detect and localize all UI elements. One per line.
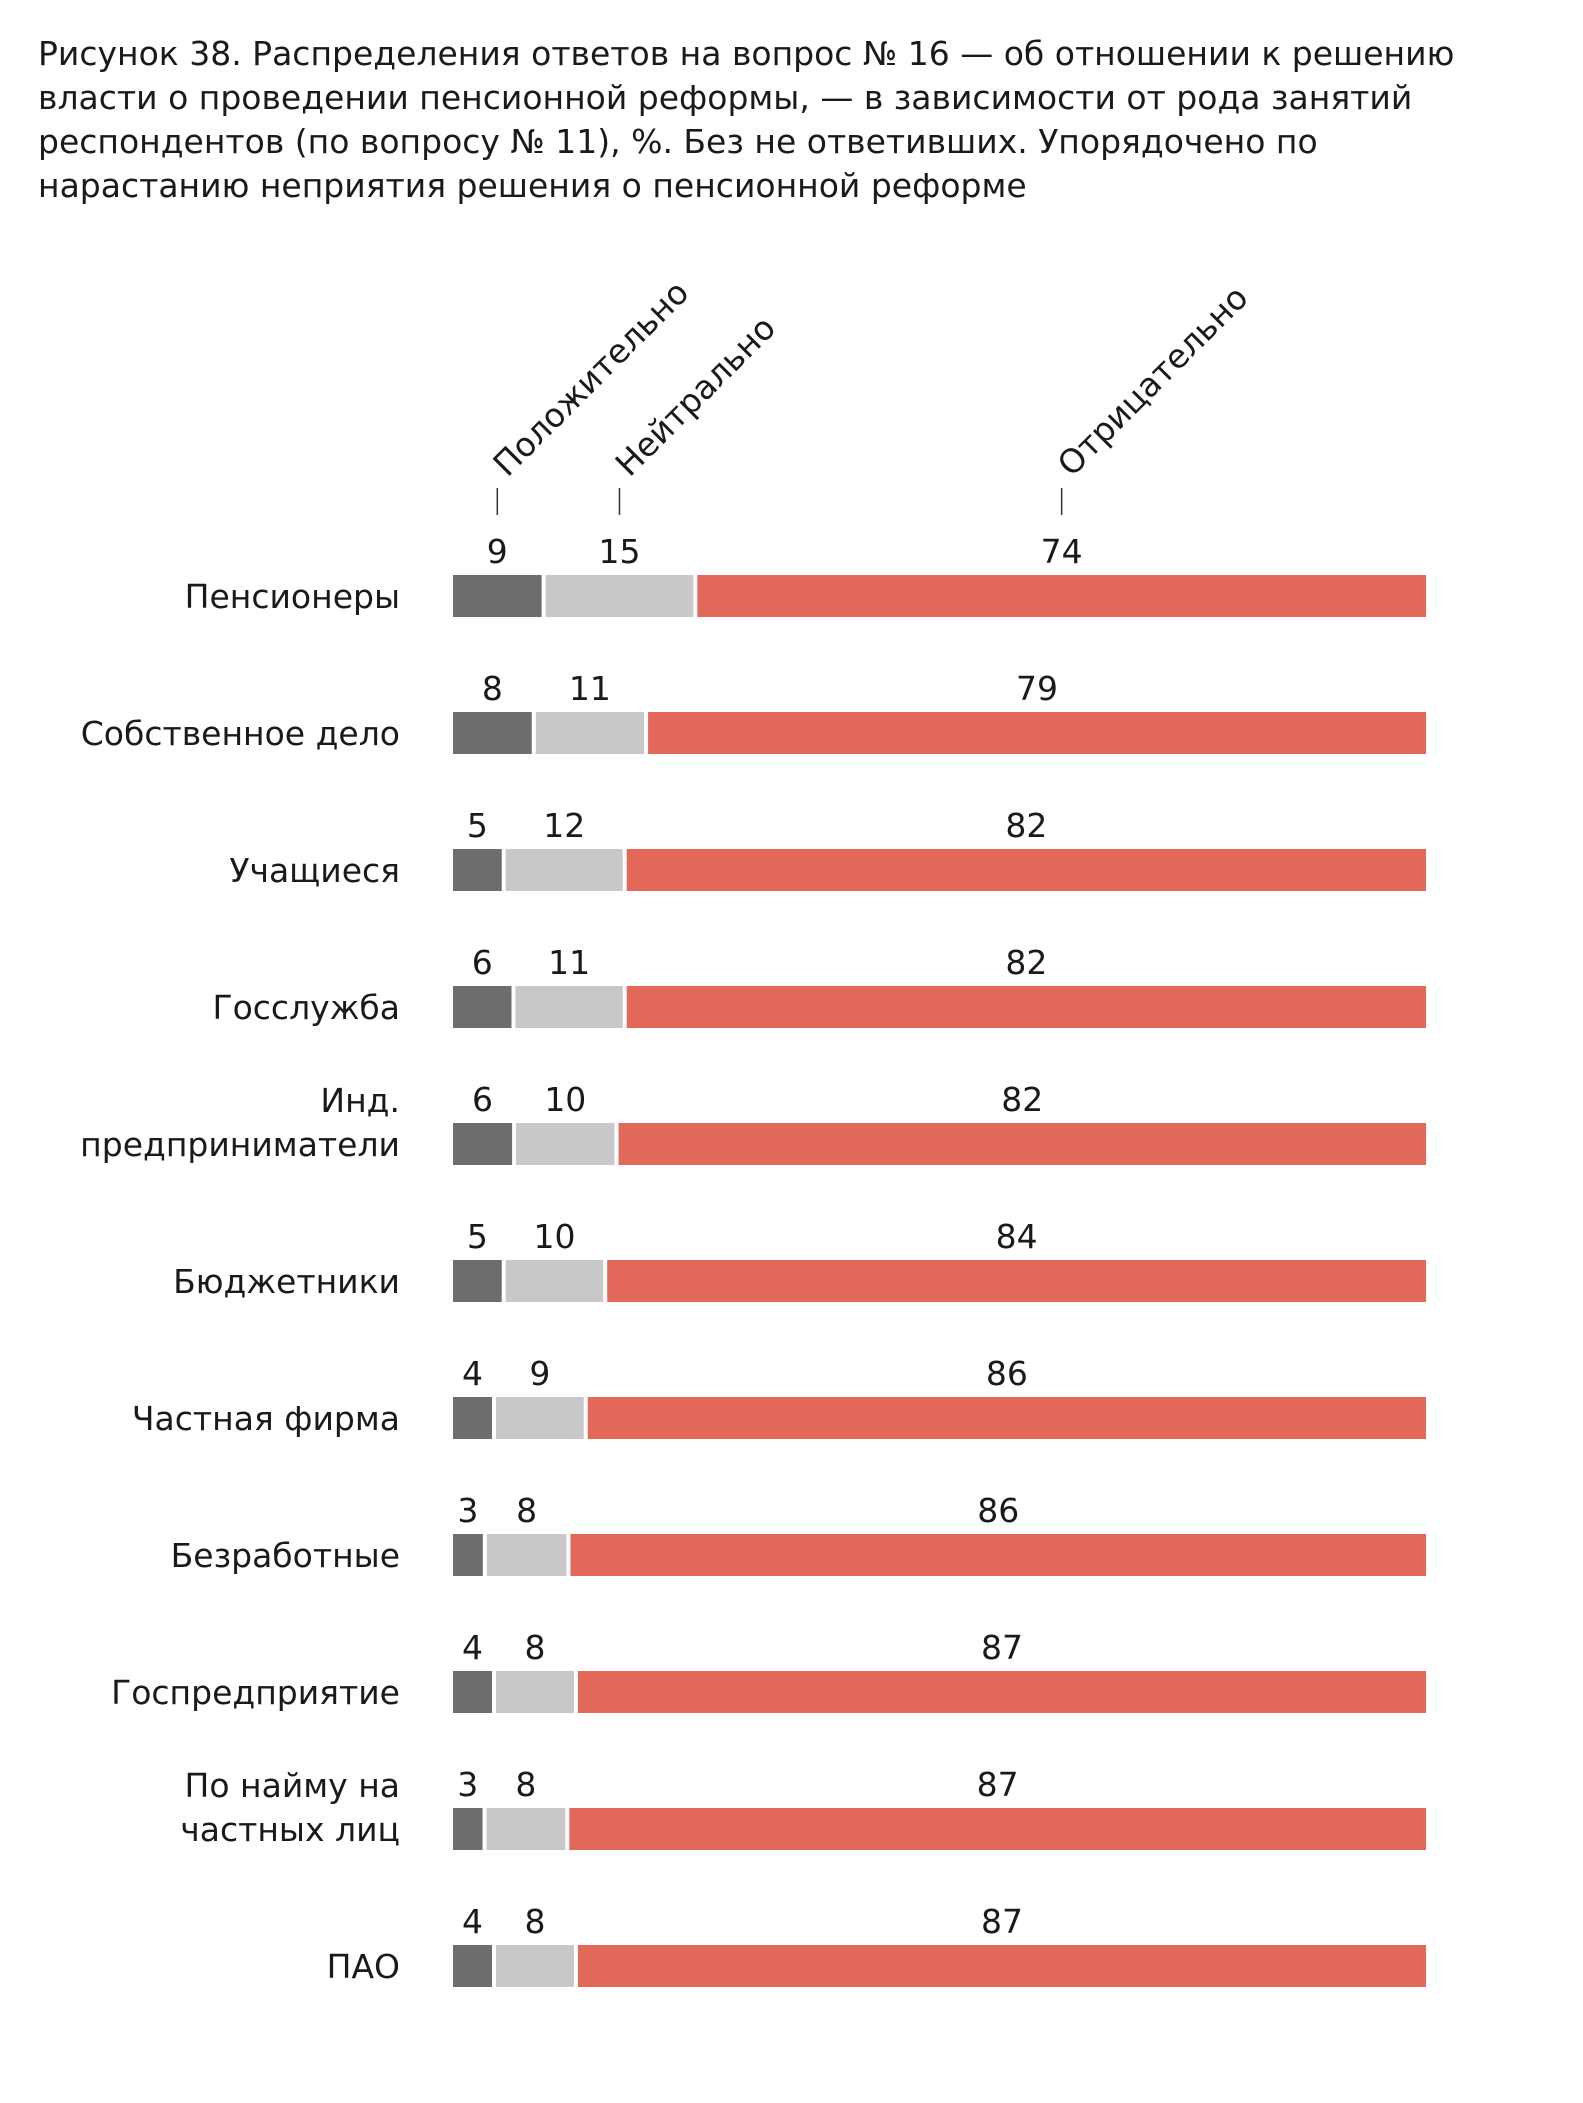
value-label-neu-row-11: 8 — [524, 1902, 545, 1941]
bar-pos-row-4 — [453, 986, 512, 1028]
bar-neu-row-9 — [495, 1671, 574, 1713]
bar-pos-row-9 — [453, 1671, 492, 1713]
value-label-pos-row-7: 4 — [462, 1354, 483, 1393]
value-label-neg-row-11: 87 — [981, 1902, 1023, 1941]
bar-pos-row-6 — [453, 1260, 502, 1302]
value-label-neg-row-2: 79 — [1016, 669, 1058, 708]
bar-neu-row-7 — [495, 1397, 584, 1439]
category-label-row-9: Госпредприятие — [111, 1673, 400, 1712]
category-label-row-8: Безработные — [171, 1536, 400, 1575]
bar-pos-row-10 — [453, 1808, 483, 1850]
value-label-neg-row-3: 82 — [1005, 806, 1047, 845]
category-label-row-3: Учащиеся — [229, 851, 400, 890]
category-label-row-5-line-1: Инд. — [320, 1081, 400, 1120]
value-label-neg-row-1: 74 — [1041, 532, 1083, 571]
bar-neg-row-6 — [607, 1260, 1426, 1302]
value-label-neg-row-6: 84 — [996, 1217, 1038, 1256]
category-label-row-2: Собственное дело — [81, 714, 400, 753]
category-label-row-4: Госслужба — [212, 988, 400, 1027]
bar-neu-row-10 — [486, 1808, 566, 1850]
value-label-pos-row-1: 9 — [487, 532, 508, 571]
bar-neg-row-9 — [577, 1671, 1426, 1713]
bar-neg-row-4 — [626, 986, 1426, 1028]
bar-neu-row-1 — [545, 575, 694, 617]
category-label-row-7: Частная фирма — [132, 1399, 400, 1438]
bar-neg-row-1 — [697, 575, 1426, 617]
value-label-neu-row-8: 8 — [516, 1491, 537, 1530]
value-label-neg-row-10: 87 — [977, 1765, 1019, 1804]
value-label-pos-row-11: 4 — [462, 1902, 483, 1941]
bar-neu-row-3 — [505, 849, 623, 891]
value-label-neu-row-4: 11 — [548, 943, 590, 982]
category-label-row-11: ПАО — [327, 1947, 400, 1986]
bar-neg-row-7 — [587, 1397, 1426, 1439]
bar-pos-row-5 — [453, 1123, 513, 1165]
bar-pos-row-3 — [453, 849, 502, 891]
value-label-neu-row-7: 9 — [529, 1354, 550, 1393]
bar-neu-row-5 — [516, 1123, 615, 1165]
value-label-pos-row-4: 6 — [472, 943, 493, 982]
value-label-pos-row-8: 3 — [457, 1491, 478, 1530]
bar-pos-row-1 — [453, 575, 542, 617]
bar-neu-row-4 — [515, 986, 623, 1028]
bar-pos-row-7 — [453, 1397, 492, 1439]
value-label-neg-row-9: 87 — [981, 1628, 1023, 1667]
bar-pos-row-8 — [453, 1534, 483, 1576]
chart-title: Рисунок 38. Распределения ответов на воп… — [38, 34, 1455, 205]
bar-neg-row-2 — [648, 712, 1426, 754]
value-label-pos-row-10: 3 — [457, 1765, 478, 1804]
category-label-row-1: Пенсионеры — [185, 577, 400, 616]
value-label-pos-row-2: 8 — [482, 669, 503, 708]
bar-neu-row-8 — [486, 1534, 567, 1576]
value-label-pos-row-6: 5 — [467, 1217, 488, 1256]
bar-neg-row-5 — [618, 1123, 1426, 1165]
value-label-neu-row-3: 12 — [543, 806, 585, 845]
bar-neu-row-2 — [535, 712, 645, 754]
value-label-neu-row-6: 10 — [533, 1217, 575, 1256]
bar-pos-row-2 — [453, 712, 532, 754]
value-label-pos-row-3: 5 — [467, 806, 488, 845]
value-label-neu-row-2: 11 — [569, 669, 611, 708]
bar-neg-row-10 — [569, 1808, 1426, 1850]
value-label-neg-row-8: 86 — [977, 1491, 1019, 1530]
value-label-neu-row-10: 8 — [515, 1765, 536, 1804]
bar-neg-row-11 — [577, 1945, 1426, 1987]
value-label-neg-row-4: 82 — [1005, 943, 1047, 982]
value-label-pos-row-5: 6 — [472, 1080, 493, 1119]
value-label-neu-row-9: 8 — [524, 1628, 545, 1667]
value-label-neu-row-1: 15 — [598, 532, 640, 571]
value-label-neg-row-7: 86 — [986, 1354, 1028, 1393]
bar-neg-row-3 — [626, 849, 1426, 891]
bar-neu-row-11 — [495, 1945, 574, 1987]
category-label-row-10-line-1: По найму на — [185, 1766, 400, 1805]
value-label-neg-row-5: 82 — [1001, 1080, 1043, 1119]
category-label-row-6: Бюджетники — [173, 1262, 400, 1301]
bar-neg-row-8 — [570, 1534, 1426, 1576]
bar-pos-row-11 — [453, 1945, 492, 1987]
legend-label-neg: Отрицательно — [1050, 278, 1256, 484]
value-label-neu-row-5: 10 — [544, 1080, 586, 1119]
value-label-pos-row-9: 4 — [462, 1628, 483, 1667]
bar-neu-row-6 — [505, 1260, 604, 1302]
category-label-row-5-line-2: предприниматели — [80, 1125, 400, 1164]
category-label-row-10-line-2: частных лиц — [180, 1810, 400, 1849]
